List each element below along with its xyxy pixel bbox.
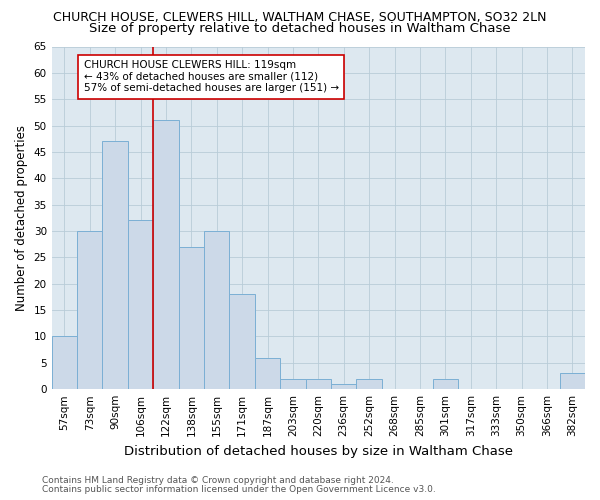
Bar bbox=[77, 231, 103, 389]
Bar bbox=[433, 378, 458, 389]
Bar bbox=[52, 336, 77, 389]
Bar bbox=[356, 378, 382, 389]
Bar bbox=[229, 294, 255, 389]
Text: Contains public sector information licensed under the Open Government Licence v3: Contains public sector information licen… bbox=[42, 485, 436, 494]
Text: Size of property relative to detached houses in Waltham Chase: Size of property relative to detached ho… bbox=[89, 22, 511, 35]
Bar bbox=[179, 247, 204, 389]
X-axis label: Distribution of detached houses by size in Waltham Chase: Distribution of detached houses by size … bbox=[124, 444, 513, 458]
Bar bbox=[255, 358, 280, 389]
Bar bbox=[280, 378, 305, 389]
Bar bbox=[128, 220, 153, 389]
Bar bbox=[204, 231, 229, 389]
Bar bbox=[153, 120, 179, 389]
Bar bbox=[331, 384, 356, 389]
Text: CHURCH HOUSE CLEWERS HILL: 119sqm
← 43% of detached houses are smaller (112)
57%: CHURCH HOUSE CLEWERS HILL: 119sqm ← 43% … bbox=[83, 60, 339, 94]
Bar bbox=[103, 142, 128, 389]
Text: Contains HM Land Registry data © Crown copyright and database right 2024.: Contains HM Land Registry data © Crown c… bbox=[42, 476, 394, 485]
Bar bbox=[305, 378, 331, 389]
Bar bbox=[560, 374, 585, 389]
Text: CHURCH HOUSE, CLEWERS HILL, WALTHAM CHASE, SOUTHAMPTON, SO32 2LN: CHURCH HOUSE, CLEWERS HILL, WALTHAM CHAS… bbox=[53, 11, 547, 24]
Y-axis label: Number of detached properties: Number of detached properties bbox=[15, 125, 28, 311]
